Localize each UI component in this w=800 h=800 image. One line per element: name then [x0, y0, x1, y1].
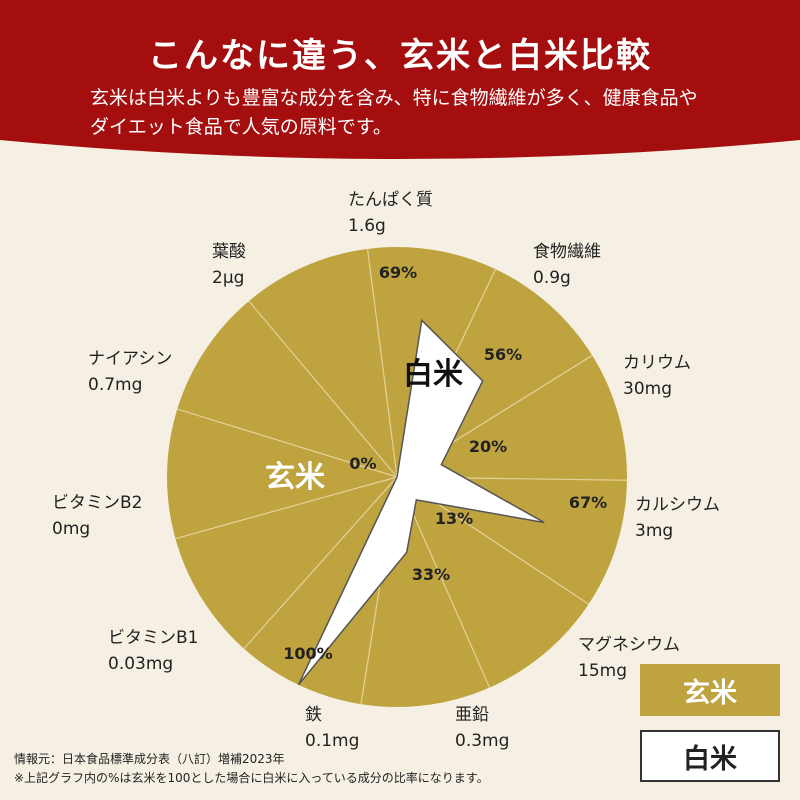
- sector-divider: [175, 476, 398, 540]
- category-amount: 0mg: [52, 519, 90, 539]
- percent-label: 0%: [349, 454, 376, 473]
- category-amount: 3mg: [635, 521, 673, 541]
- category-name: マグネシウム: [578, 635, 680, 655]
- category-name: 葉酸: [212, 242, 246, 262]
- category-amount: 30mg: [623, 379, 672, 399]
- category-amount: 15mg: [578, 661, 627, 681]
- category-name: 亜鉛: [455, 705, 489, 725]
- sector-divider: [366, 248, 398, 478]
- percent-label: 69%: [379, 263, 417, 282]
- percent-label: 56%: [484, 345, 522, 364]
- white-rice-inner-label: 白米: [403, 357, 463, 392]
- category-amount: 0.7mg: [88, 375, 142, 395]
- category-name: 鉄: [305, 705, 322, 725]
- source-footnote: 情報元：日本食品標準成分表（八訂）増補2023年: [14, 752, 285, 766]
- category-name: ビタミンB2: [52, 493, 142, 513]
- legend-brown-rice: 玄米: [640, 664, 780, 716]
- category-name: ナイアシン: [88, 349, 172, 369]
- category-name: たんぱく質: [348, 190, 433, 210]
- category-name: 食物繊維: [533, 242, 601, 262]
- category-amount: 2μg: [212, 268, 244, 288]
- percent-label: 100%: [283, 644, 332, 663]
- category-amount: 0.03mg: [108, 654, 173, 674]
- subtitle-line-2: ダイエット食品で人気の原料です。: [90, 116, 392, 138]
- header-background: [0, 0, 800, 159]
- sector-divider: [248, 300, 398, 478]
- ratio-footnote: ※上記グラフ内の%は玄米を100とした場合に白米に入っている成分の比率になります…: [14, 771, 489, 785]
- category-name: カルシウム: [635, 495, 720, 515]
- category-name: カリウム: [623, 353, 691, 373]
- page-subtitle: 玄米は白米よりも豊富な成分を含み、特に食物繊維が多く、健康食品や ダイエット食品…: [90, 84, 730, 142]
- category-name: ビタミンB1: [108, 628, 198, 648]
- category-amount: 1.6g: [348, 216, 386, 236]
- percent-label: 13%: [435, 509, 473, 528]
- header-banner: こんなに違う、玄米と白米比較 玄米は白米よりも豊富な成分を含み、特に食物繊維が多…: [0, 0, 800, 160]
- sector-divider: [243, 476, 398, 650]
- percent-label: 67%: [569, 493, 607, 512]
- page-title: こんなに違う、玄米と白米比較: [148, 36, 652, 76]
- category-amount: 0.3mg: [455, 731, 509, 751]
- category-amount: 0.1mg: [305, 731, 359, 751]
- subtitle-line-1: 玄米は白米よりも豊富な成分を含み、特に食物繊維が多く、健康食品や: [90, 87, 698, 109]
- category-amount: 0.9g: [533, 268, 571, 288]
- white-rice-area: [297, 318, 545, 686]
- brown-rice-inner-label: 玄米: [265, 460, 325, 495]
- percent-label: 33%: [412, 565, 450, 584]
- sector-divider: [177, 408, 398, 478]
- legend-white-rice: 白米: [640, 730, 780, 782]
- percent-label: 20%: [469, 437, 507, 456]
